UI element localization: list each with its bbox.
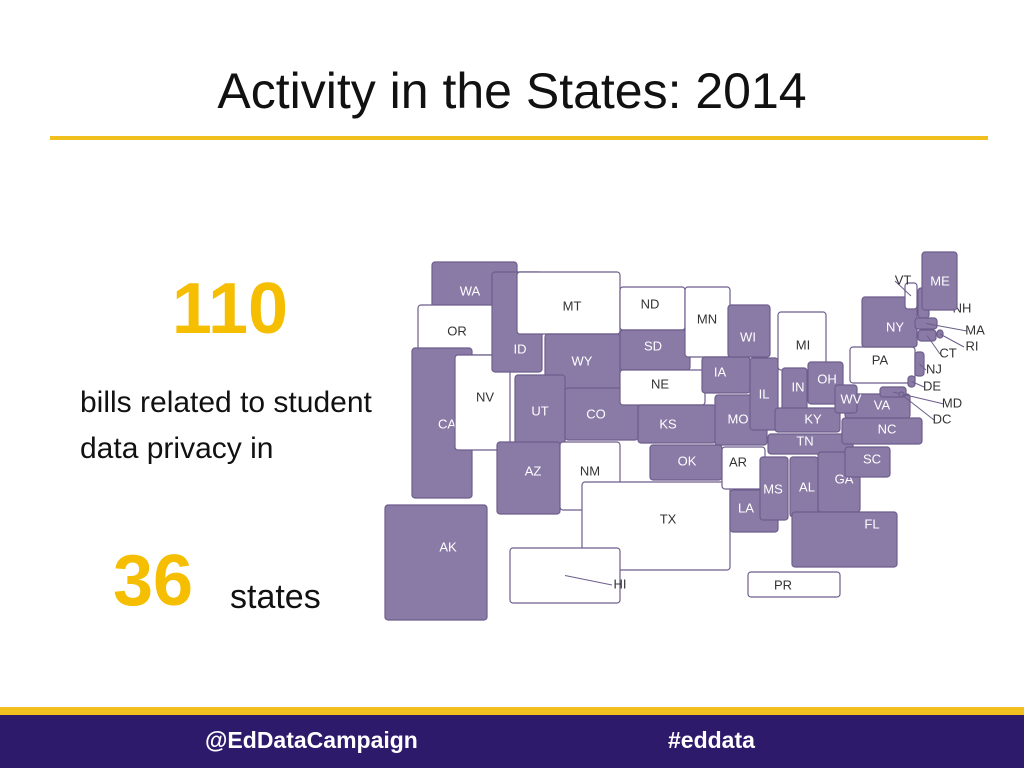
state-label: AZ bbox=[525, 463, 542, 478]
state-shape bbox=[844, 446, 891, 478]
states-text: states bbox=[230, 578, 321, 616]
state-label: MO bbox=[728, 411, 749, 426]
state-label: DE bbox=[923, 378, 941, 393]
state-label: PR bbox=[774, 577, 792, 592]
state-label: OH bbox=[817, 371, 837, 386]
bills-count: 110 bbox=[171, 269, 289, 349]
state-label: IL bbox=[759, 386, 770, 401]
state-label: IA bbox=[714, 364, 727, 379]
state-label: MD bbox=[942, 395, 962, 410]
state-shape bbox=[759, 456, 789, 521]
state-label: NC bbox=[878, 421, 897, 436]
state-label: WI bbox=[740, 329, 756, 344]
state-shape bbox=[774, 407, 841, 433]
footer-hashtag: #eddata bbox=[668, 727, 755, 753]
state-label: NE bbox=[651, 376, 669, 391]
state-label: CT bbox=[939, 345, 956, 360]
state-shape bbox=[834, 384, 858, 414]
states-count: 36 bbox=[113, 541, 194, 621]
state-label: WY bbox=[572, 353, 593, 368]
state-label: IN bbox=[792, 379, 805, 394]
state-shape bbox=[727, 304, 771, 358]
state-shape bbox=[807, 361, 844, 405]
us-map: WA OR CA NV ID MT WY UT CO AZ NM ND SD NE KS OK TX MN IA MO… bbox=[384, 251, 985, 621]
leader-line bbox=[939, 333, 965, 348]
state-label: VT bbox=[895, 272, 912, 287]
state-label: PA bbox=[872, 352, 889, 367]
state-label: MA bbox=[965, 322, 985, 337]
leader-line bbox=[925, 323, 968, 332]
state-label: AK bbox=[439, 539, 457, 554]
title: Activity in the States: 2014 bbox=[217, 63, 807, 119]
state-label: NJ bbox=[926, 361, 942, 376]
state-label: TN bbox=[796, 433, 813, 448]
state-label: FL bbox=[864, 516, 879, 531]
state-label: SC bbox=[863, 451, 881, 466]
state-label: AR bbox=[729, 454, 747, 469]
state-shape bbox=[921, 251, 958, 311]
state-label: HI bbox=[614, 576, 627, 591]
leader-line bbox=[901, 394, 935, 421]
state-label: ID bbox=[514, 341, 527, 356]
state-label: TX bbox=[660, 511, 677, 526]
state-shape bbox=[747, 571, 841, 598]
state-label: CA bbox=[438, 416, 456, 431]
state-label: DC bbox=[933, 411, 952, 426]
state-shape bbox=[454, 354, 511, 451]
state-label: ME bbox=[930, 273, 950, 288]
leader-line bbox=[919, 363, 927, 371]
leader-line bbox=[894, 280, 912, 297]
state-label: CO bbox=[586, 406, 606, 421]
leader-line bbox=[926, 335, 941, 355]
state-shape bbox=[791, 511, 898, 568]
footer: @EdDataCampaign #eddata bbox=[0, 715, 1024, 768]
state-label: MI bbox=[796, 337, 810, 352]
title-rule bbox=[50, 136, 988, 140]
state-label: OR bbox=[447, 323, 467, 338]
bills-text: bills related to student data privacy in bbox=[80, 386, 372, 465]
state-label: UT bbox=[531, 403, 548, 418]
state-label: VA bbox=[874, 397, 891, 412]
footer-stripe bbox=[0, 707, 1024, 715]
state-label: SD bbox=[644, 338, 662, 353]
state-label: NV bbox=[476, 389, 494, 404]
state-shape bbox=[637, 404, 717, 444]
footer-handle: @EdDataCampaign bbox=[205, 727, 418, 753]
state-shape bbox=[384, 504, 488, 621]
state-shape bbox=[749, 357, 779, 431]
state-label: NY bbox=[886, 319, 904, 334]
state-label: AL bbox=[799, 479, 815, 494]
state-label: LA bbox=[738, 500, 754, 515]
state-label: KS bbox=[659, 416, 677, 431]
state-label: WV bbox=[841, 391, 862, 406]
state-label: MS bbox=[763, 481, 783, 496]
leader-line bbox=[911, 381, 925, 388]
leader-line bbox=[564, 575, 613, 586]
state-label: OK bbox=[678, 453, 697, 468]
state-label: RI bbox=[966, 338, 979, 353]
state-label: MN bbox=[697, 311, 717, 326]
state-label: KY bbox=[804, 411, 822, 426]
state-label: WA bbox=[460, 283, 481, 298]
state-label: MT bbox=[563, 298, 582, 313]
state-label: ND bbox=[641, 296, 660, 311]
state-label: NM bbox=[580, 463, 600, 478]
